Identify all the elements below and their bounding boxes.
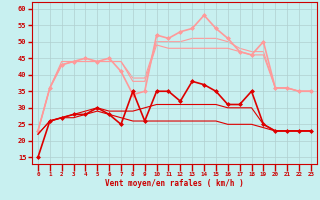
X-axis label: Vent moyen/en rafales ( km/h ): Vent moyen/en rafales ( km/h ) xyxy=(105,179,244,188)
